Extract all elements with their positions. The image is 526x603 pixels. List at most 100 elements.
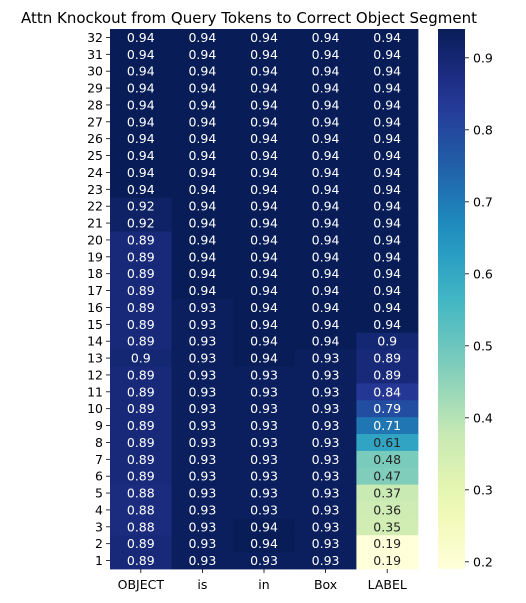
cell-value-label: 0.94 xyxy=(373,81,401,96)
cell-value-label: 0.94 xyxy=(250,165,278,180)
cell-value-label: 0.93 xyxy=(188,418,216,433)
heatmap-cell xyxy=(294,282,357,300)
heatmap-cell xyxy=(171,467,234,486)
heatmap-cell xyxy=(171,484,234,502)
cell-value-label: 0.94 xyxy=(312,199,340,214)
heatmap-cell xyxy=(294,332,357,351)
heatmap-cell xyxy=(356,501,419,519)
heatmap-cell xyxy=(171,248,234,266)
cell-value-label: 0.94 xyxy=(250,30,278,45)
cell-value-label: 0.61 xyxy=(373,435,401,450)
heatmap-cell xyxy=(294,265,357,283)
cell-value-label: 0.89 xyxy=(373,351,401,366)
heatmap-cell xyxy=(294,467,357,486)
heatmap-cell xyxy=(110,366,172,384)
heatmap-cell xyxy=(233,501,296,519)
y-tick-label: 16 xyxy=(87,300,103,315)
heatmap-cell xyxy=(233,383,296,401)
y-tick-label: 25 xyxy=(87,148,103,163)
heatmap-cell xyxy=(294,147,357,165)
heatmap-cell xyxy=(110,315,172,334)
cell-value-label: 0.94 xyxy=(188,47,216,62)
cell-value-label: 0.93 xyxy=(188,401,216,416)
y-tick-label: 7 xyxy=(95,452,103,467)
cell-value-label: 0.94 xyxy=(250,283,278,298)
cell-value-label: 0.89 xyxy=(127,536,155,551)
cell-value-label: 0.92 xyxy=(127,216,155,231)
chart-title: Attn Knockout from Query Tokens to Corre… xyxy=(21,9,477,27)
heatmap-cell xyxy=(171,79,234,97)
heatmap-cell xyxy=(356,299,419,317)
cell-value-label: 0.93 xyxy=(250,418,278,433)
heatmap-cell xyxy=(356,434,419,452)
cell-value-label: 0.94 xyxy=(312,30,340,45)
cell-value-label: 0.93 xyxy=(250,502,278,517)
cell-value-label: 0.93 xyxy=(312,418,340,433)
heatmap-cell xyxy=(294,197,357,216)
heatmap-cell xyxy=(294,484,357,502)
heatmap-cell xyxy=(171,282,234,300)
heatmap-cell xyxy=(294,113,357,131)
y-tick-label: 15 xyxy=(87,317,103,332)
heatmap-cell xyxy=(233,417,296,435)
cell-value-label: 0.89 xyxy=(127,266,155,281)
heatmap-cell xyxy=(356,349,419,367)
cell-value-label: 0.94 xyxy=(312,232,340,247)
heatmap-cell xyxy=(356,366,419,384)
heatmap-cell xyxy=(171,450,234,469)
heatmap-cell xyxy=(110,417,172,435)
heatmap-cell xyxy=(110,147,172,165)
heatmap-cell xyxy=(294,450,357,469)
cell-value-label: 0.94 xyxy=(250,131,278,146)
heatmap-cell xyxy=(171,29,234,47)
cell-value-label: 0.94 xyxy=(127,97,155,112)
heatmap-cell xyxy=(233,552,296,570)
heatmap-cell xyxy=(356,180,419,199)
heatmap-cell xyxy=(233,349,296,367)
cell-value-label: 0.93 xyxy=(312,469,340,484)
heatmap-cell xyxy=(294,299,357,317)
y-tick-label: 3 xyxy=(95,519,103,534)
cell-value-label: 0.93 xyxy=(188,367,216,382)
y-tick-label: 14 xyxy=(87,334,103,349)
heatmap-cell xyxy=(110,349,172,367)
cell-value-label: 0.94 xyxy=(250,249,278,264)
heatmap-cell xyxy=(171,45,234,64)
heatmap-cell xyxy=(171,265,234,283)
cell-value-label: 0.94 xyxy=(312,131,340,146)
cell-value-label: 0.93 xyxy=(312,384,340,399)
cell-value-label: 0.94 xyxy=(188,148,216,163)
cell-value-label: 0.94 xyxy=(373,232,401,247)
cell-value-label: 0.93 xyxy=(250,486,278,501)
heatmap-cell xyxy=(294,62,357,81)
cell-value-label: 0.93 xyxy=(312,519,340,534)
cell-value-label: 0.48 xyxy=(373,452,401,467)
cell-value-label: 0.89 xyxy=(127,232,155,247)
heatmap-cell xyxy=(356,29,419,47)
colorbar xyxy=(438,29,465,569)
cell-value-label: 0.94 xyxy=(373,300,401,315)
cell-value-label: 0.94 xyxy=(188,249,216,264)
heatmap-cell xyxy=(356,484,419,502)
cell-value-label: 0.94 xyxy=(127,131,155,146)
y-tick-label: 28 xyxy=(87,97,103,112)
cell-value-label: 0.93 xyxy=(188,452,216,467)
heatmap-cell xyxy=(171,501,234,519)
x-tick-label: in xyxy=(258,577,269,592)
heatmap-cell xyxy=(233,484,296,502)
heatmap-cell xyxy=(233,366,296,384)
cell-value-label: 0.94 xyxy=(250,182,278,197)
cell-value-label: 0.89 xyxy=(127,401,155,416)
heatmap-cell xyxy=(233,45,296,64)
heatmap-cell xyxy=(110,79,172,97)
cell-value-label: 0.94 xyxy=(373,131,401,146)
cell-value-label: 0.94 xyxy=(127,182,155,197)
colorbar-tick-label: 0.3 xyxy=(473,482,493,497)
cell-value-label: 0.88 xyxy=(127,486,155,501)
cell-value-label: 0.94 xyxy=(188,131,216,146)
y-tick-label: 21 xyxy=(87,216,103,231)
x-tick-label: Box xyxy=(314,577,337,592)
heatmap-cell xyxy=(110,197,172,216)
heatmap-cell xyxy=(110,299,172,317)
cell-value-label: 0.89 xyxy=(127,384,155,399)
